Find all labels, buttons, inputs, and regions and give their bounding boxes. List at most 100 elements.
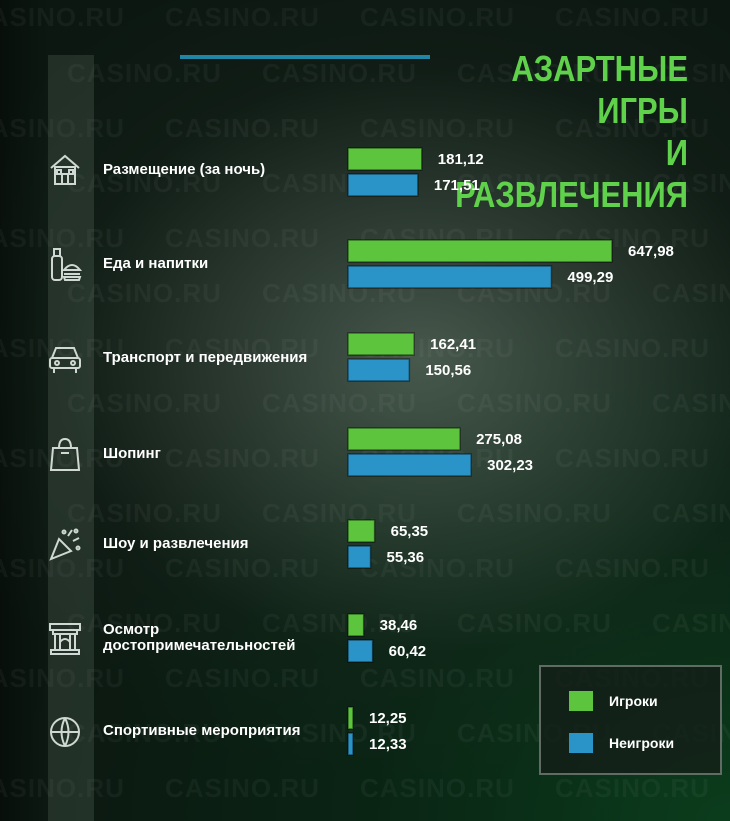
bar-non-players-shows: [347, 545, 372, 569]
watermark-text: CASINO.RU: [262, 718, 417, 749]
watermark-text: CASINO.RU: [67, 278, 222, 309]
watermark-text: CASINO.RU: [652, 498, 730, 529]
watermark-text: CASINO.RU: [262, 388, 417, 419]
bar-non-players-food: [347, 265, 553, 289]
bar-players-sightseeing: [347, 613, 365, 637]
watermark-text: CASINO.RU: [165, 113, 320, 144]
watermark-text: CASINO.RU: [555, 333, 710, 364]
watermark-text: CASINO.RU: [67, 718, 222, 749]
category-label-food: Еда и напитки: [103, 255, 209, 272]
watermark-text: CASINO.RU: [652, 608, 730, 639]
watermark-text: CASINO.RU: [360, 663, 515, 694]
watermark-text: CASINO.RU: [165, 773, 320, 804]
watermark-text: CASINO.RU: [67, 58, 222, 89]
watermark-text: CASINO.RU: [652, 168, 730, 199]
watermark-text: CASINO.RU: [165, 2, 320, 33]
bar-players-accommodation: [347, 147, 423, 171]
page-title: АЗАРТНЫЕ ИГРЫ И РАЗВЛЕЧЕНИЯ: [430, 48, 688, 216]
house-icon: [48, 152, 82, 188]
watermark-text: CASINO.RU: [555, 443, 710, 474]
data-label-non-players-shopping: 302,23: [487, 457, 533, 474]
bar-players-food: [347, 239, 613, 263]
data-label-non-players-shows: 55,36: [387, 549, 425, 566]
watermark-text: CASINO.RU: [555, 773, 710, 804]
legend-label-players: Игроки: [609, 693, 658, 709]
data-label-non-players-sports: 12,33: [369, 736, 407, 753]
data-label-players-shows: 65,35: [391, 523, 429, 540]
data-label-non-players-food: 499,29: [567, 269, 613, 286]
category-label-sightseeing: Осмотр достопримечательностей: [103, 621, 296, 654]
watermark-text: CASINO.RU: [262, 498, 417, 529]
legend-swatch-players: [569, 691, 593, 711]
data-label-players-food: 647,98: [628, 243, 674, 260]
watermark-text: CASINO.RU: [0, 553, 125, 584]
left-shade: [0, 0, 48, 821]
watermark-text: CASINO.RU: [67, 608, 222, 639]
data-label-players-transport: 162,41: [430, 336, 476, 353]
watermark-text: CASINO.RU: [457, 388, 612, 419]
watermark-text: CASINO.RU: [457, 168, 612, 199]
car-icon: [48, 340, 82, 376]
watermark-text: CASINO.RU: [262, 608, 417, 639]
watermark-text: CASINO.RU: [0, 773, 125, 804]
category-label-shopping: Шопинг: [103, 445, 161, 462]
data-label-non-players-accommodation: 171,51: [434, 177, 480, 194]
bar-non-players-sightseeing: [347, 639, 374, 663]
watermark-text: CASINO.RU: [457, 608, 612, 639]
shopping-bag-icon: [48, 436, 82, 472]
watermark-text: CASINO.RU: [360, 113, 515, 144]
category-label-shows: Шоу и развлечения: [103, 535, 249, 552]
legend-swatch-non-players: [569, 733, 593, 753]
legend-item-players: Игроки: [569, 691, 658, 711]
data-label-players-sightseeing: 38,46: [380, 617, 418, 634]
watermark-text: CASINO.RU: [67, 498, 222, 529]
watermark-text: CASINO.RU: [652, 278, 730, 309]
watermark-text: CASINO.RU: [262, 58, 417, 89]
bar-non-players-transport: [347, 358, 411, 382]
category-label-accommodation: Размещение (за ночь): [103, 161, 266, 178]
watermark-text: CASINO.RU: [165, 333, 320, 364]
legend-label-non-players: Неигроки: [609, 735, 675, 751]
landmark-icon: [48, 620, 82, 656]
title-line-2: И РАЗВЛЕЧЕНИЯ: [455, 132, 688, 215]
watermark-text: CASINO.RU: [555, 553, 710, 584]
party-popper-icon: [48, 526, 82, 562]
bar-players-sports: [347, 706, 354, 730]
bar-players-shopping: [347, 427, 461, 451]
ball-icon: [48, 714, 82, 750]
bar-non-players-sports: [347, 732, 354, 756]
watermark-text: CASINO.RU: [360, 773, 515, 804]
watermark-text: CASINO.RU: [360, 553, 515, 584]
watermark-text: CASINO.RU: [457, 498, 612, 529]
legend: Игроки Неигроки: [539, 665, 722, 775]
watermark-text: CASINO.RU: [652, 58, 730, 89]
watermark-text: CASINO.RU: [0, 2, 125, 33]
watermark-text: CASINO.RU: [67, 388, 222, 419]
food-icon: [48, 246, 83, 282]
watermark-text: CASINO.RU: [360, 2, 515, 33]
data-label-players-shopping: 275,08: [476, 431, 522, 448]
data-label-non-players-transport: 150,56: [425, 362, 471, 379]
bar-non-players-shopping: [347, 453, 472, 477]
watermark-text: CASINO.RU: [555, 113, 710, 144]
watermark-text: CASINO.RU: [67, 168, 222, 199]
watermark-text: CASINO.RU: [555, 2, 710, 33]
bar-players-shows: [347, 519, 376, 543]
watermark-text: CASINO.RU: [165, 443, 320, 474]
watermark-text: CASINO.RU: [652, 388, 730, 419]
data-label-players-sports: 12,25: [369, 710, 407, 727]
bar-players-transport: [347, 332, 415, 356]
bar-non-players-accommodation: [347, 173, 419, 197]
data-label-players-accommodation: 181,12: [438, 151, 484, 168]
category-label-transport: Транспорт и передвижения: [103, 349, 308, 366]
watermark-text: CASINO.RU: [165, 663, 320, 694]
data-label-non-players-sightseeing: 60,42: [389, 643, 427, 660]
legend-item-non-players: Неигроки: [569, 733, 674, 753]
watermark-text: CASINO.RU: [0, 223, 125, 254]
category-label-sports: Спортивные мероприятия: [103, 722, 301, 739]
watermark-text: CASINO.RU: [165, 553, 320, 584]
watermark-text: CASINO.RU: [0, 663, 125, 694]
watermark-text: CASINO.RU: [165, 223, 320, 254]
